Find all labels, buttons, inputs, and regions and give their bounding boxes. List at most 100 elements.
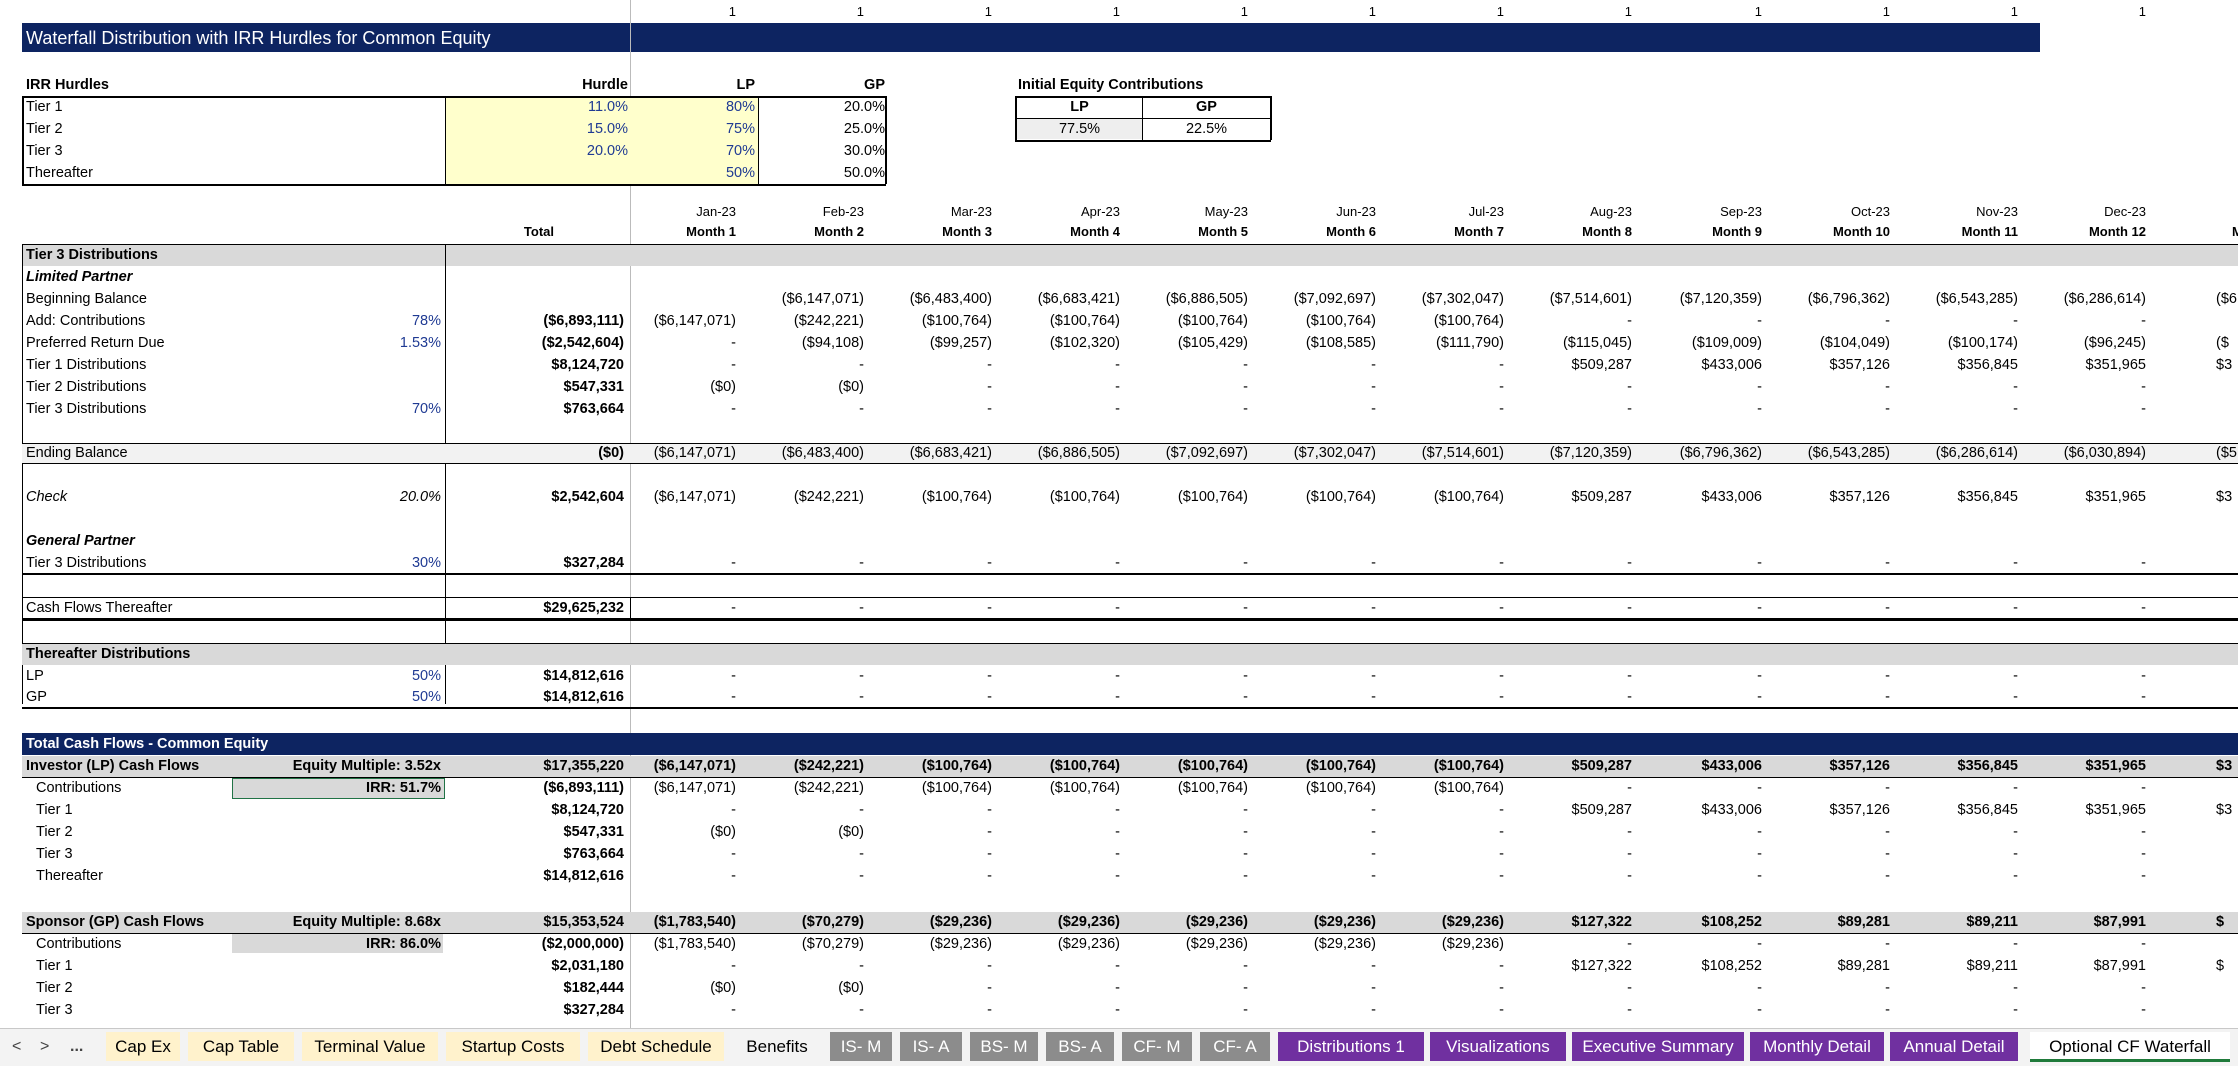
top-flag-m3[interactable]: 1	[984, 4, 992, 19]
lp-cf-row1-m11[interactable]: -	[2013, 780, 2018, 796]
tier3-row1-m3[interactable]: ($6,483,400)	[909, 291, 992, 307]
spreadsheet-grid[interactable]: Waterfall Distribution with IRR Hurdles …	[0, 0, 2238, 1028]
gp-tier3-m6[interactable]: -	[1371, 555, 1376, 571]
lp-cf-row4-m11[interactable]: -	[2013, 846, 2018, 862]
lp-cf-row5-m7[interactable]: -	[1499, 868, 1504, 884]
tier3-row4-m12[interactable]: $351,965	[2085, 357, 2146, 373]
lp-split-input[interactable]: 50%	[725, 165, 755, 181]
check-total[interactable]: $2,542,604	[551, 489, 624, 505]
tier3-row3-m7[interactable]: ($111,790)	[1436, 335, 1504, 351]
tier3-row6-m1[interactable]: -	[731, 401, 736, 417]
lp-cf-row1-m9[interactable]: -	[1757, 780, 1762, 796]
tier3-row3-m8[interactable]: ($115,045)	[1562, 335, 1632, 351]
sheet-tab-is-a[interactable]: IS- A	[900, 1032, 962, 1061]
gp-cf-m9[interactable]: $108,252	[1701, 914, 1762, 930]
sheet-tab-startup-costs[interactable]: Startup Costs	[446, 1032, 580, 1061]
gp-cf-row2-m1[interactable]: -	[731, 958, 736, 974]
gp-cf-row4-m5[interactable]: -	[1243, 1002, 1248, 1018]
tier3-row2-m2[interactable]: ($242,221)	[793, 313, 864, 329]
gp-tier3-m5[interactable]: -	[1243, 555, 1248, 571]
thereafter-row1-m8[interactable]: -	[1627, 668, 1632, 684]
sheet-tab-terminal-value[interactable]: Terminal Value	[302, 1032, 438, 1061]
tier3-row6-m2[interactable]: -	[859, 401, 864, 417]
tier3-row3-m1[interactable]: -	[731, 335, 736, 351]
lp-cf-row5-m11[interactable]: -	[2013, 868, 2018, 884]
gp-cf-row2-m2[interactable]: -	[859, 958, 864, 974]
thereafter-row2-m5[interactable]: -	[1243, 689, 1248, 705]
tier3-row6-m6[interactable]: -	[1371, 401, 1376, 417]
lp-cf-row1-m7[interactable]: ($100,764)	[1433, 780, 1504, 796]
lp-cf-row1-m12[interactable]: -	[2141, 780, 2146, 796]
lp-cf-row2-m12[interactable]: $351,965	[2085, 802, 2146, 818]
gp-cf-m1[interactable]: ($1,783,540)	[653, 914, 736, 930]
thereafter-row2-m9[interactable]: -	[1757, 689, 1762, 705]
check-m12[interactable]: $351,965	[2085, 489, 2146, 505]
gp-cf-row3-m9[interactable]: -	[1757, 980, 1762, 996]
lp-cf-row2-m9[interactable]: $433,006	[1701, 802, 1762, 818]
gp-cf-row3-m10[interactable]: -	[1885, 980, 1890, 996]
lp-cf-row2-m13-cut[interactable]: $3	[2216, 802, 2233, 818]
cash-thereafter-m6[interactable]: -	[1371, 600, 1376, 616]
sheet-tab-bs-m[interactable]: BS- M	[970, 1032, 1038, 1061]
lp-cf-row5-m3[interactable]: -	[987, 868, 992, 884]
cash-thereafter-m12[interactable]: -	[2141, 600, 2146, 616]
ending-balance-m2[interactable]: ($6,483,400)	[781, 445, 864, 461]
gp-cf-row4-total[interactable]: $327,284	[563, 1002, 624, 1018]
tier3-row3-m11[interactable]: ($100,174)	[1947, 335, 2018, 351]
gp-cf-row2-m13-cut[interactable]: $	[2216, 958, 2225, 974]
gp-split-value[interactable]: 20.0%	[843, 99, 885, 115]
check-m10[interactable]: $357,126	[1829, 489, 1890, 505]
tier3-row1-m12[interactable]: ($6,286,614)	[2063, 291, 2146, 307]
gp-tier3-m3[interactable]: -	[987, 555, 992, 571]
gp-cf-row1-m7[interactable]: ($29,236)	[1441, 936, 1504, 952]
lp-cf-row3-m7[interactable]: -	[1499, 824, 1504, 840]
thereafter-row1-m6[interactable]: -	[1371, 668, 1376, 684]
sheet-tab-cf-m[interactable]: CF- M	[1122, 1032, 1192, 1061]
thereafter-row1-m7[interactable]: -	[1499, 668, 1504, 684]
tier3-row4-m9[interactable]: $433,006	[1701, 357, 1762, 373]
gp-cf-row4-m11[interactable]: -	[2013, 1002, 2018, 1018]
sheet-tab-annual-detail[interactable]: Annual Detail	[1890, 1032, 2018, 1061]
lp-cf-row1-total[interactable]: ($6,893,111)	[543, 780, 624, 796]
tier3-row-pct[interactable]: 78%	[411, 313, 441, 329]
tier3-row3-m10[interactable]: ($104,049)	[1819, 335, 1890, 351]
lp-cf-row3-m8[interactable]: -	[1627, 824, 1632, 840]
lp-cf-row4-m4[interactable]: -	[1115, 846, 1120, 862]
gp-tier3-m10[interactable]: -	[1885, 555, 1890, 571]
thereafter-row2-m10[interactable]: -	[1885, 689, 1890, 705]
cash-thereafter-m9[interactable]: -	[1757, 600, 1762, 616]
tier3-row6-m13-cut[interactable]	[2216, 399, 2238, 419]
lp-cf-m8[interactable]: $509,287	[1571, 758, 1632, 774]
gp-cf-row3-m7[interactable]: -	[1499, 980, 1504, 996]
tier3-row3-m2[interactable]: ($94,108)	[801, 335, 864, 351]
lp-cf-row2-m4[interactable]: -	[1115, 802, 1120, 818]
lp-cf-row4-m8[interactable]: -	[1627, 846, 1632, 862]
tier3-row6-m12[interactable]: -	[2141, 401, 2146, 417]
gp-cf-row4-m4[interactable]: -	[1115, 1002, 1120, 1018]
thereafter-row2-m8[interactable]: -	[1627, 689, 1632, 705]
gp-split-value[interactable]: 30.0%	[843, 143, 885, 159]
sheet-tab-optional-cf-waterfall[interactable]: Optional CF Waterfall	[2030, 1032, 2230, 1062]
thereafter-row2-m7[interactable]: -	[1499, 689, 1504, 705]
lp-cf-row3-m6[interactable]: -	[1371, 824, 1376, 840]
lp-split-input[interactable]: 70%	[725, 143, 755, 159]
lp-cf-row3-m5[interactable]: -	[1243, 824, 1248, 840]
ending-balance-m8[interactable]: ($7,120,359)	[1549, 445, 1632, 461]
tier3-row2-m8[interactable]: -	[1627, 313, 1632, 329]
cash-thereafter-m11[interactable]: -	[2013, 600, 2018, 616]
sheet-tab-executive-summary[interactable]: Executive Summary	[1572, 1032, 1744, 1061]
top-flag-m7[interactable]: 1	[1496, 4, 1504, 19]
tier3-row5-m4[interactable]: -	[1115, 379, 1120, 395]
thereafter-row-pct[interactable]: 50%	[411, 689, 441, 705]
thereafter-row2-m4[interactable]: -	[1115, 689, 1120, 705]
gp-cf-row2-m3[interactable]: -	[987, 958, 992, 974]
gp-cf-row3-m1[interactable]: ($0)	[710, 980, 736, 996]
tier3-row2-m1[interactable]: ($6,147,071)	[653, 313, 736, 329]
lp-cf-row4-m2[interactable]: -	[859, 846, 864, 862]
cash-thereafter-total[interactable]: $29,625,232	[543, 600, 624, 616]
tier3-row3-m3[interactable]: ($99,257)	[929, 335, 992, 351]
gp-cf-row1-m1[interactable]: ($1,783,540)	[653, 936, 736, 952]
ending-balance-m3[interactable]: ($6,683,421)	[909, 445, 992, 461]
check-m9[interactable]: $433,006	[1701, 489, 1762, 505]
lp-cf-row4-total[interactable]: $763,664	[563, 846, 624, 862]
